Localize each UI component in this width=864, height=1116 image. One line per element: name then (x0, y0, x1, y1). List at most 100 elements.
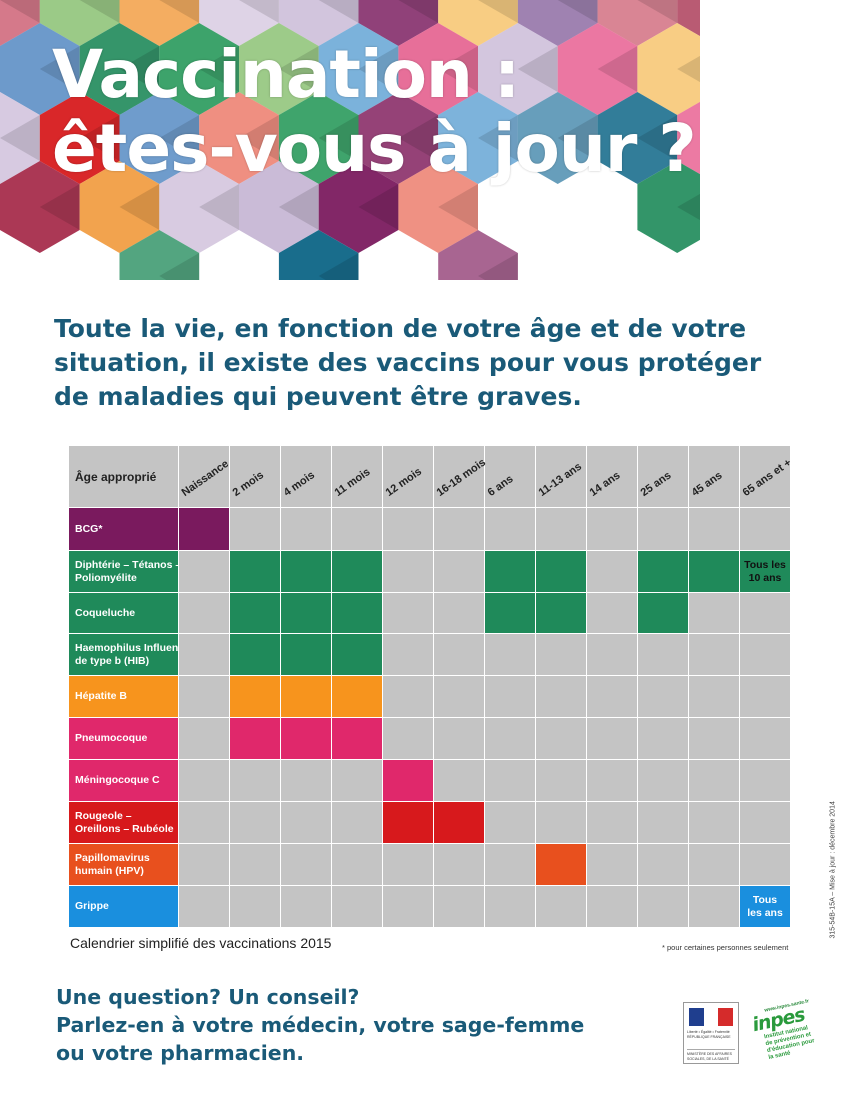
schedule-cell-active (638, 593, 688, 633)
schedule-cell-active (230, 551, 280, 592)
schedule-cell-active (485, 593, 535, 633)
vaccine-label-cell (69, 802, 178, 843)
schedule-cell-empty (638, 508, 688, 550)
schedule-cell-empty (689, 802, 739, 843)
schedule-cell-empty (383, 844, 433, 885)
schedule-cell-empty (689, 676, 739, 717)
schedule-cell-empty (740, 508, 790, 550)
hexagon-facet (39, 46, 80, 92)
schedule-cell-empty (689, 886, 739, 927)
schedule-cell-empty (587, 634, 637, 675)
vaccine-name: Coqueluche (75, 606, 136, 619)
schedule-cell-empty (281, 886, 331, 927)
hexagon-tile (278, 92, 359, 184)
schedule-cell-empty (281, 844, 331, 885)
schedule-cell-active (332, 634, 382, 675)
hexagon-tile (0, 23, 80, 115)
hexagon-tile (159, 23, 239, 115)
schedule-cell-empty (485, 718, 535, 759)
schedule-cell-empty (536, 802, 586, 843)
schedule-cell-empty (638, 676, 688, 717)
intro-line-2: situation, il existe des vaccins pour vo… (54, 348, 762, 377)
schedule-cell-empty (179, 718, 229, 759)
hexagon-facet (119, 46, 160, 92)
hexagon-facet (79, 0, 120, 23)
schedule-cell-empty (383, 886, 433, 927)
schedule-cell-empty (434, 634, 484, 675)
schedule-cell-empty (740, 760, 790, 801)
hexagon-tile (0, 92, 40, 184)
schedule-cell-active (383, 802, 433, 843)
hexagon-tile (119, 0, 200, 46)
hexagon-facet (557, 0, 598, 23)
vaccine-name: Méningocoque C (75, 774, 160, 786)
vaccine-label-cell (69, 718, 178, 759)
schedule-cell-empty (179, 634, 229, 675)
schedule-cell-empty (332, 802, 382, 843)
vaccine-name: Hépatite B (75, 690, 127, 702)
schedule-cell-empty (179, 551, 229, 592)
schedule-cell-empty (332, 508, 382, 550)
schedule-cell-empty (383, 634, 433, 675)
schedule-cell-active (281, 676, 331, 717)
schedule-cell-empty (587, 593, 637, 633)
schedule-cell-active (281, 718, 331, 759)
cta-line-1: Une question? Un conseil? (56, 985, 360, 1009)
schedule-cell-active (179, 508, 229, 550)
column-header-cell (536, 446, 586, 507)
schedule-cell-active (536, 551, 586, 592)
hexagon-tile (39, 92, 120, 184)
hexagon-tile (478, 23, 558, 115)
column-header-cell (281, 446, 331, 507)
vaccine-label-cell (69, 844, 178, 885)
schedule-cell-empty (332, 886, 382, 927)
schedule-cell-empty (587, 844, 637, 885)
schedule-cell-empty (179, 760, 229, 801)
schedule-note: Tous les 10 ans (744, 558, 786, 584)
schedule-cell-empty (230, 886, 280, 927)
intro-line-1: Toute la vie, en fonction de votre âge e… (54, 314, 747, 343)
hexagon-tile (39, 0, 120, 46)
cta-line-2: Parlez-en à votre médecin, votre sage-fe… (56, 1013, 585, 1037)
column-header-cell (485, 446, 535, 507)
hexagon-tile (358, 0, 439, 46)
schedule-cell-empty (485, 886, 535, 927)
schedule-cell-active (536, 593, 586, 633)
schedule-cell-empty (587, 551, 637, 592)
schedule-cell-empty (281, 760, 331, 801)
vaccine-label-cell (69, 551, 178, 592)
schedule-cell-empty (434, 886, 484, 927)
hexagon-tile (398, 161, 478, 253)
schedule-cell-empty (179, 802, 229, 843)
hexagon-facet (278, 184, 319, 230)
vaccine-name: Haemophilus Influenzae de type b (HIB) (75, 641, 196, 667)
schedule-cell-empty (485, 802, 535, 843)
schedule-cell-empty (587, 508, 637, 550)
hexagon-tile (358, 92, 439, 184)
hexagon-tile (677, 0, 700, 37)
hexagon-facet (358, 184, 399, 230)
column-header-cell (383, 446, 433, 507)
schedule-cell-active (638, 551, 688, 592)
column-header-cell (689, 446, 739, 507)
vaccine-name: Papillomavirus humain (HPV) (75, 851, 150, 877)
schedule-cell-empty (740, 593, 790, 633)
call-to-action: Une question? Un conseil? Parlez-en à vo… (56, 983, 584, 1067)
schedule-cell-empty (281, 508, 331, 550)
hexagon-facet (597, 46, 638, 92)
hexagon-facet (79, 115, 120, 161)
schedule-cell-empty (434, 676, 484, 717)
vaccine-label-cell (69, 634, 178, 675)
hexagon-facet (398, 0, 439, 23)
schedule-cell-empty (536, 634, 586, 675)
column-header-cell (638, 446, 688, 507)
hexagon-tile (438, 0, 518, 46)
hexagon-tile (637, 23, 700, 115)
hexagon-facet (438, 46, 478, 92)
vaccine-name: BCG* (75, 522, 103, 535)
schedule-cell-active (740, 886, 790, 927)
schedule-cell-active (230, 718, 280, 759)
hexagon-facet (159, 253, 200, 280)
hexagon-tile (79, 23, 160, 115)
vaccine-label-cell (69, 593, 178, 633)
